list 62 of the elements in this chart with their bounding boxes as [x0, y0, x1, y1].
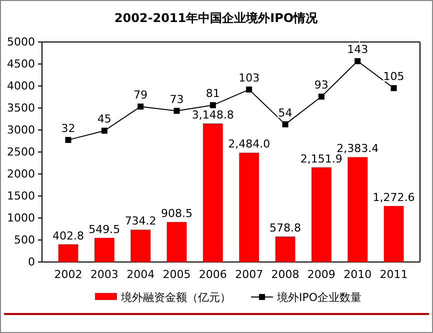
data-label: 73 [170, 92, 184, 106]
point [101, 128, 108, 134]
x-tick-label: 2008 [271, 268, 300, 281]
x-tick-label: 2003 [90, 268, 118, 281]
data-label: 54 [278, 106, 292, 120]
y-tick-label: 4000 [7, 80, 35, 93]
bar [202, 123, 223, 262]
data-label: 143 [347, 43, 368, 56]
data-label: 908.5 [160, 207, 192, 220]
y-tick-label: 500 [14, 234, 35, 247]
x-tick-label: 2006 [198, 268, 227, 281]
bar [94, 238, 114, 262]
bar [239, 152, 260, 262]
point [354, 58, 361, 64]
point [318, 94, 324, 100]
bar [384, 206, 404, 262]
x-tick-label: 2005 [162, 268, 191, 281]
point [390, 85, 397, 92]
x-tick-label: 2009 [307, 268, 336, 281]
y-tick-label: 3000 [7, 124, 35, 137]
data-label: 402.8 [52, 229, 84, 242]
y-tick-label: 4500 [7, 58, 35, 71]
bar [130, 230, 151, 262]
data-label: 81 [206, 87, 220, 100]
point [282, 121, 288, 128]
point [138, 104, 144, 110]
data-label: 32 [61, 122, 76, 135]
point [65, 136, 72, 143]
bar [166, 222, 187, 262]
y-tick-label: 2500 [7, 146, 35, 159]
y-tick-label: 5000 [7, 36, 35, 49]
legend-label: 境外IPO企业数量 [276, 291, 362, 304]
data-label: 549.5 [88, 222, 120, 236]
data-label: 105 [383, 70, 404, 84]
y-tick-label: 3500 [7, 102, 35, 115]
bar [58, 244, 78, 262]
bar [311, 167, 332, 262]
y-tick-label: 2000 [7, 168, 35, 181]
y-tick-label: 1500 [7, 190, 35, 203]
bar [348, 157, 368, 262]
data-label: 45 [97, 112, 112, 126]
chart-title: 2002-2011年中国企业境外IPO情况 [114, 11, 319, 25]
x-tick-label: 2004 [126, 268, 155, 281]
data-label: 578.8 [270, 222, 302, 235]
y-tick-label: 1000 [7, 212, 35, 225]
x-tick-label: 2002 [54, 268, 82, 281]
point [174, 108, 180, 114]
data-label: 1,272.6 [372, 191, 415, 204]
data-label: 79 [134, 88, 148, 102]
point [210, 102, 216, 108]
x-tick-label: 2010 [344, 268, 372, 281]
data-label: 103 [238, 72, 260, 85]
y-tick-label: 0 [28, 256, 35, 269]
legend-label: 境外融资金额（亿元） [120, 291, 231, 304]
point [246, 86, 252, 93]
x-tick-label: 2011 [380, 268, 408, 281]
x-tick-label: 2007 [235, 268, 264, 281]
data-label: 3,148.8 [192, 108, 234, 122]
bar [275, 236, 296, 262]
data-label: 2,484.0 [228, 138, 270, 151]
data-label: 93 [314, 78, 328, 92]
data-label: 734.2 [124, 214, 156, 228]
